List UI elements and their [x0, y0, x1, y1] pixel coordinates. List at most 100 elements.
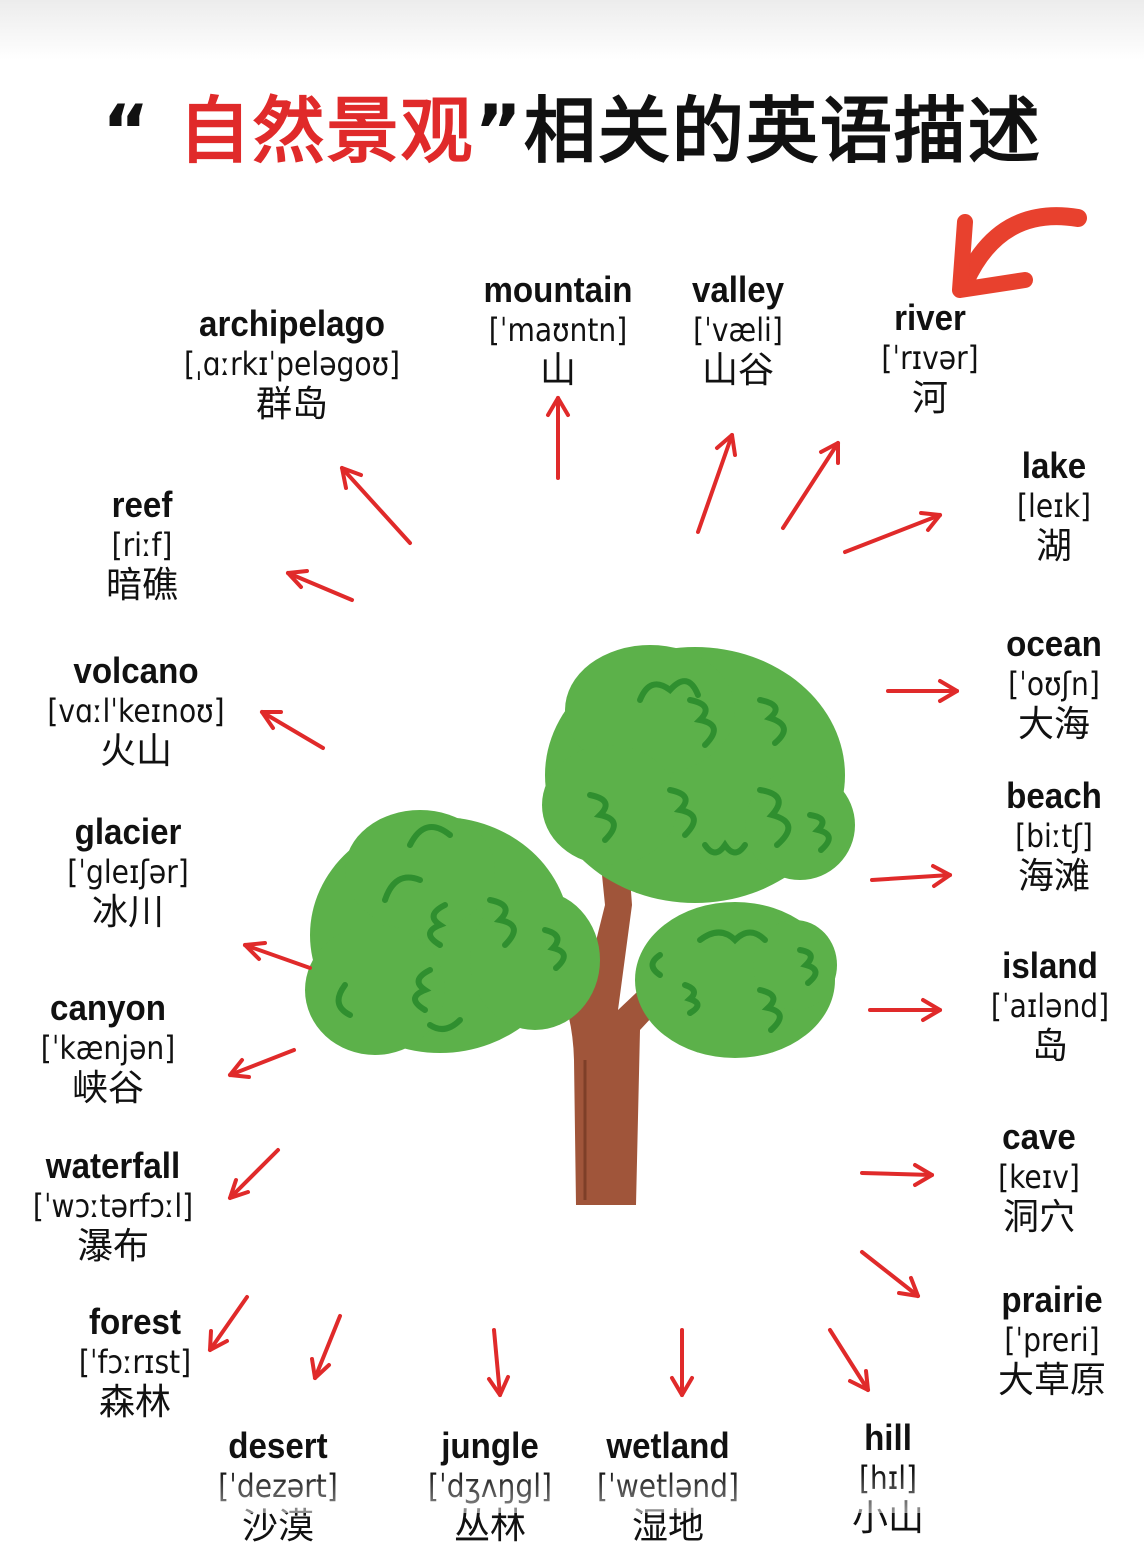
arrow-volcano — [260, 710, 325, 750]
foliage-texture — [335, 678, 832, 1033]
word-chinese: 瀑布 — [76, 1226, 150, 1267]
corner-pointer-arrow — [952, 207, 1087, 298]
arrow-wetland — [670, 1328, 694, 1397]
word-english: mountain — [483, 269, 633, 310]
word-chinese: 森林 — [98, 1382, 171, 1423]
word-waterfall: waterfall [ˈwɔːtәrfɔːl] 瀑布 — [22, 1146, 204, 1268]
title-highlight: 自然景观 — [178, 89, 475, 173]
word-reef: reef [riːf] 暗礁 — [106, 485, 178, 607]
word-chinese: 沙漠 — [241, 1506, 315, 1547]
arrow-lake — [843, 511, 942, 554]
word-english: valley — [691, 269, 785, 310]
word-english: glacier — [74, 811, 182, 852]
word-lake: lake [leɪk] 湖 — [1012, 446, 1096, 568]
word-phonetic: [ˈfɔːrɪst] — [78, 1343, 192, 1381]
word-phonetic: [ˈrɪvәr] — [881, 339, 979, 377]
word-hill: hill [hɪl] 小山 — [852, 1418, 924, 1540]
word-chinese: 洞穴 — [1002, 1197, 1075, 1238]
word-chinese: 丛林 — [453, 1506, 527, 1547]
word-chinese: 山谷 — [701, 350, 774, 391]
word-chinese: 群岛 — [255, 384, 328, 425]
word-chinese: 大草原 — [997, 1360, 1106, 1401]
word-phonetic: [riːf] — [111, 526, 173, 564]
word-phonetic: [ˈwetlәnd] — [597, 1467, 739, 1505]
arrow-archipelago — [340, 466, 412, 545]
arrow-glacier — [243, 941, 312, 970]
word-phonetic: [ˈdezәrt] — [218, 1467, 338, 1505]
arrows-layer — [208, 207, 1087, 1397]
word-river: river [ˈrɪvәr] 河 — [875, 298, 986, 420]
word-canyon: canyon [ˈkænjәn] 峡谷 — [32, 988, 185, 1110]
word-english: lake — [1021, 445, 1087, 486]
word-phonetic: [ˈaɪlәnd] — [990, 987, 1110, 1025]
word-ocean: ocean [ˈoʊʃn] 大海 — [1002, 624, 1106, 746]
word-chinese: 冰川 — [91, 892, 165, 933]
arrow-island — [868, 998, 942, 1022]
word-phonetic: [vɑːlˈkeɪnoʊ] — [47, 692, 225, 730]
word-chinese: 火山 — [99, 731, 172, 772]
word-phonetic: [ˈdʒʌŋgl] — [427, 1467, 553, 1505]
word-chinese: 河 — [911, 378, 948, 419]
word-phonetic: [hɪl] — [858, 1459, 918, 1497]
word-volcano: volcano [vɑːlˈkeɪnoʊ] 火山 — [35, 651, 236, 773]
word-english: prairie — [1001, 1279, 1103, 1320]
arrow-jungle — [487, 1328, 510, 1397]
word-jungle: jungle [ˈdʒʌŋgl] 丛林 — [420, 1426, 561, 1548]
word-chinese: 小山 — [851, 1498, 925, 1539]
arrow-desert — [310, 1314, 342, 1380]
word-beach: beach [biːtʃ] 海滩 — [1002, 776, 1106, 898]
word-archipelago: archipelago [ˌɑːrkɪˈpelәgoʊ] 群岛 — [169, 304, 414, 426]
arrow-ocean — [886, 679, 959, 703]
arrow-canyon — [228, 1048, 296, 1079]
word-prairie: prairie [ˈpreri] 大草原 — [997, 1280, 1107, 1402]
arrow-beach — [870, 864, 952, 888]
word-desert: desert [ˈdezәrt] 沙漠 — [210, 1426, 346, 1548]
word-phonetic: [ˈpreri] — [1004, 1321, 1100, 1359]
arrow-cave — [860, 1163, 934, 1187]
word-phonetic: [ˈvæli] — [693, 311, 783, 349]
arrow-prairie — [860, 1250, 920, 1298]
word-english: canyon — [50, 987, 166, 1028]
arrow-mountain — [546, 396, 570, 480]
word-english: reef — [111, 484, 173, 525]
word-mountain: mountain [ˈmaʊntn] 山 — [477, 270, 639, 392]
top-shade — [0, 0, 1144, 60]
arrow-river — [781, 441, 840, 530]
word-english: volcano — [73, 650, 199, 691]
word-phonetic: [biːtʃ] — [1015, 817, 1093, 855]
word-english: desert — [228, 1425, 328, 1466]
word-chinese: 湖 — [1035, 526, 1072, 567]
word-forest: forest [ˈfɔːrɪst] 森林 — [71, 1302, 199, 1424]
word-chinese: 山 — [539, 350, 577, 391]
tree-foliage — [305, 645, 855, 1058]
word-phonetic: [keɪv] — [998, 1158, 1080, 1196]
word-english: wetland — [606, 1425, 730, 1466]
word-english: forest — [88, 1301, 182, 1342]
word-chinese: 峡谷 — [71, 1068, 145, 1109]
title-open-quote: “ — [102, 89, 152, 173]
word-phonetic: [ˈoʊʃn] — [1008, 665, 1100, 703]
word-island: island [ˈaɪlәnd] 岛 — [983, 946, 1117, 1068]
word-phonetic: [ˈwɔːtәrfɔːl] — [32, 1187, 194, 1225]
word-english: beach — [1006, 775, 1102, 816]
word-phonetic: [ˈkænjәn] — [40, 1029, 176, 1067]
arrow-reef — [286, 569, 354, 602]
word-english: hill — [864, 1417, 912, 1458]
word-phonetic: [ˌɑːrkɪˈpelәgoʊ] — [183, 345, 401, 383]
word-english: jungle — [441, 1425, 539, 1466]
word-chinese: 岛 — [1031, 1026, 1068, 1067]
word-chinese: 湿地 — [631, 1506, 704, 1547]
word-phonetic: [ˈmaʊntn] — [488, 311, 628, 349]
arrow-hill — [828, 1328, 870, 1392]
word-phonetic: [leɪk] — [1017, 487, 1091, 525]
arrow-waterfall — [228, 1148, 280, 1200]
tree-illustration — [305, 645, 855, 1205]
title-rest: ”相关的英语描述 — [474, 89, 1042, 173]
word-english: archipelago — [199, 303, 385, 344]
word-english: waterfall — [45, 1145, 181, 1186]
word-cave: cave [keɪv] 洞穴 — [993, 1117, 1086, 1239]
word-phonetic: [ˈgleɪʃәr] — [67, 853, 189, 891]
word-valley: valley [ˈvæli] 山谷 — [687, 270, 789, 392]
arrow-valley — [696, 433, 737, 534]
page-title: “ 自然景观”相关的英语描述 — [0, 72, 1144, 177]
